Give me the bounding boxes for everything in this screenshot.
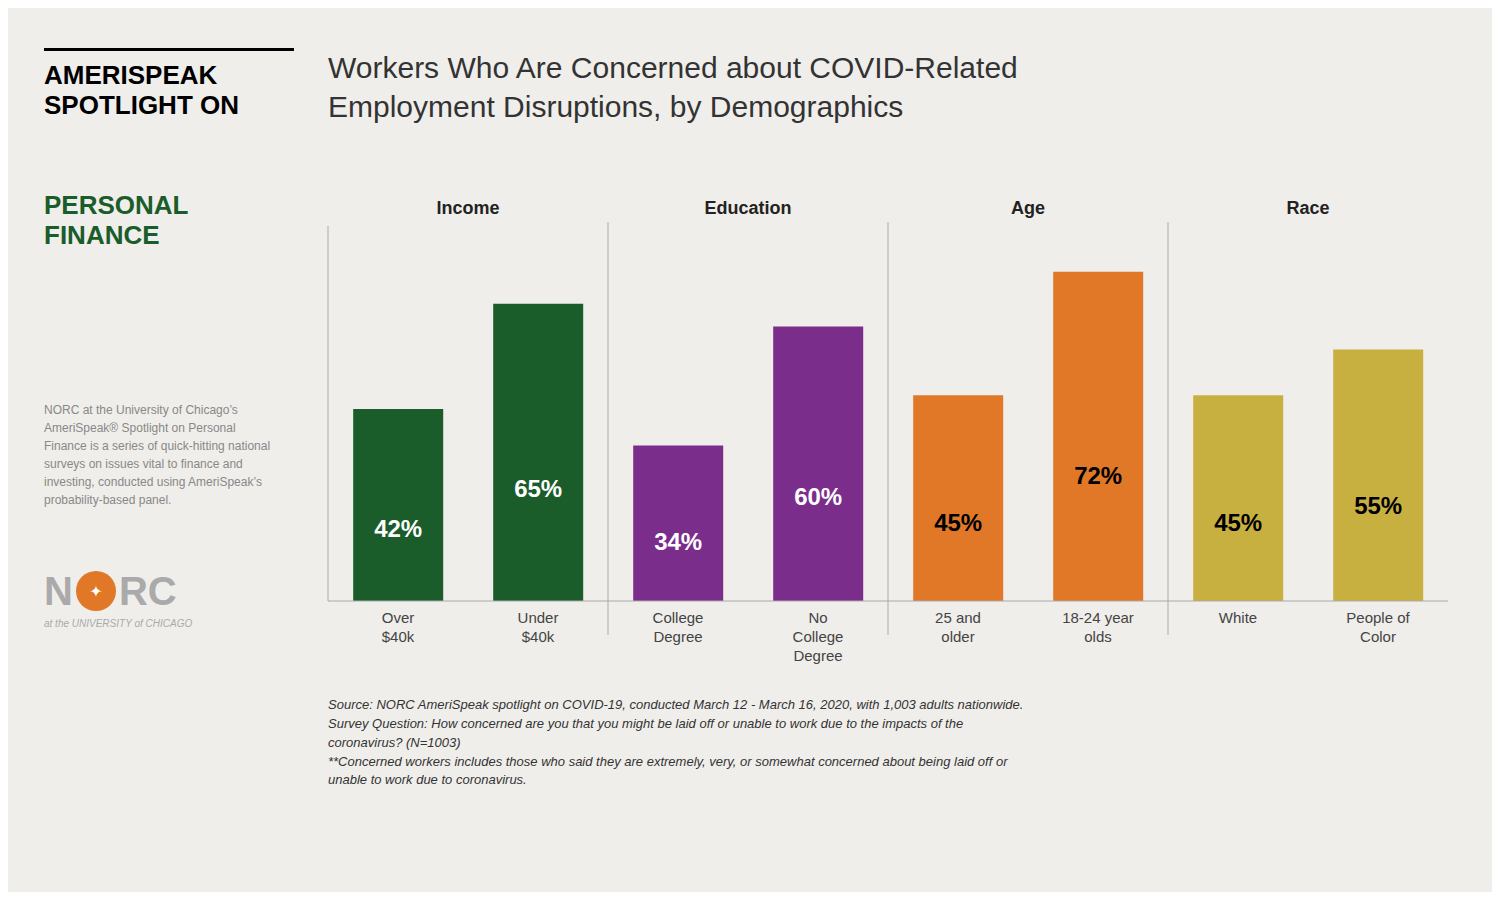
svg-text:CollegeDegree: CollegeDegree xyxy=(653,609,704,645)
html-text:Source: NORC AmeriSpeak spotli: Source: NORC AmeriSpeak spotlight on COV… xyxy=(328,697,1024,788)
svg-text:60%: 60% xyxy=(794,483,842,510)
html-text:at the UNIVERSITY of CHICAGO: at the UNIVERSITY of CHICAGO xyxy=(44,617,193,629)
html-text:PERSONAL FINANCE: PERSONAL FINANCE xyxy=(44,189,189,250)
svg-text:25 andolder: 25 andolder xyxy=(935,609,981,645)
html-text:AMERISPEAK SPOTLIGHT ON: AMERISPEAK SPOTLIGHT ON xyxy=(44,60,239,120)
svg-text:Over$40k: Over$40k xyxy=(382,609,415,645)
html-text:Workers Who Are Concerned abou: Workers Who Are Concerned about COVID-Re… xyxy=(328,51,1018,123)
svg-text:Race: Race xyxy=(1286,198,1329,218)
svg-text:65%: 65% xyxy=(514,475,562,502)
svg-text:Under$40k: Under$40k xyxy=(518,609,559,645)
svg-text:Income: Income xyxy=(436,198,499,218)
svg-text:34%: 34% xyxy=(654,528,702,555)
svg-text:Age: Age xyxy=(1011,198,1045,218)
svg-text:42%: 42% xyxy=(374,515,422,542)
svg-text:White: White xyxy=(1219,609,1257,626)
svg-text:45%: 45% xyxy=(1214,509,1262,536)
html-text:RC: RC xyxy=(118,568,177,613)
svg-text:45%: 45% xyxy=(934,509,982,536)
html-text:N: N xyxy=(44,568,73,613)
svg-text:Education: Education xyxy=(704,198,791,218)
svg-text:55%: 55% xyxy=(1354,492,1402,519)
html-text:NORC at the University of Chic: NORC at the University of Chicago’s Amer… xyxy=(44,402,271,507)
svg-text:People ofColor: People ofColor xyxy=(1346,609,1410,645)
svg-text:72%: 72% xyxy=(1074,462,1122,489)
svg-text:NoCollegeDegree: NoCollegeDegree xyxy=(793,609,844,664)
svg-text:18-24 yearolds: 18-24 yearolds xyxy=(1062,609,1134,645)
